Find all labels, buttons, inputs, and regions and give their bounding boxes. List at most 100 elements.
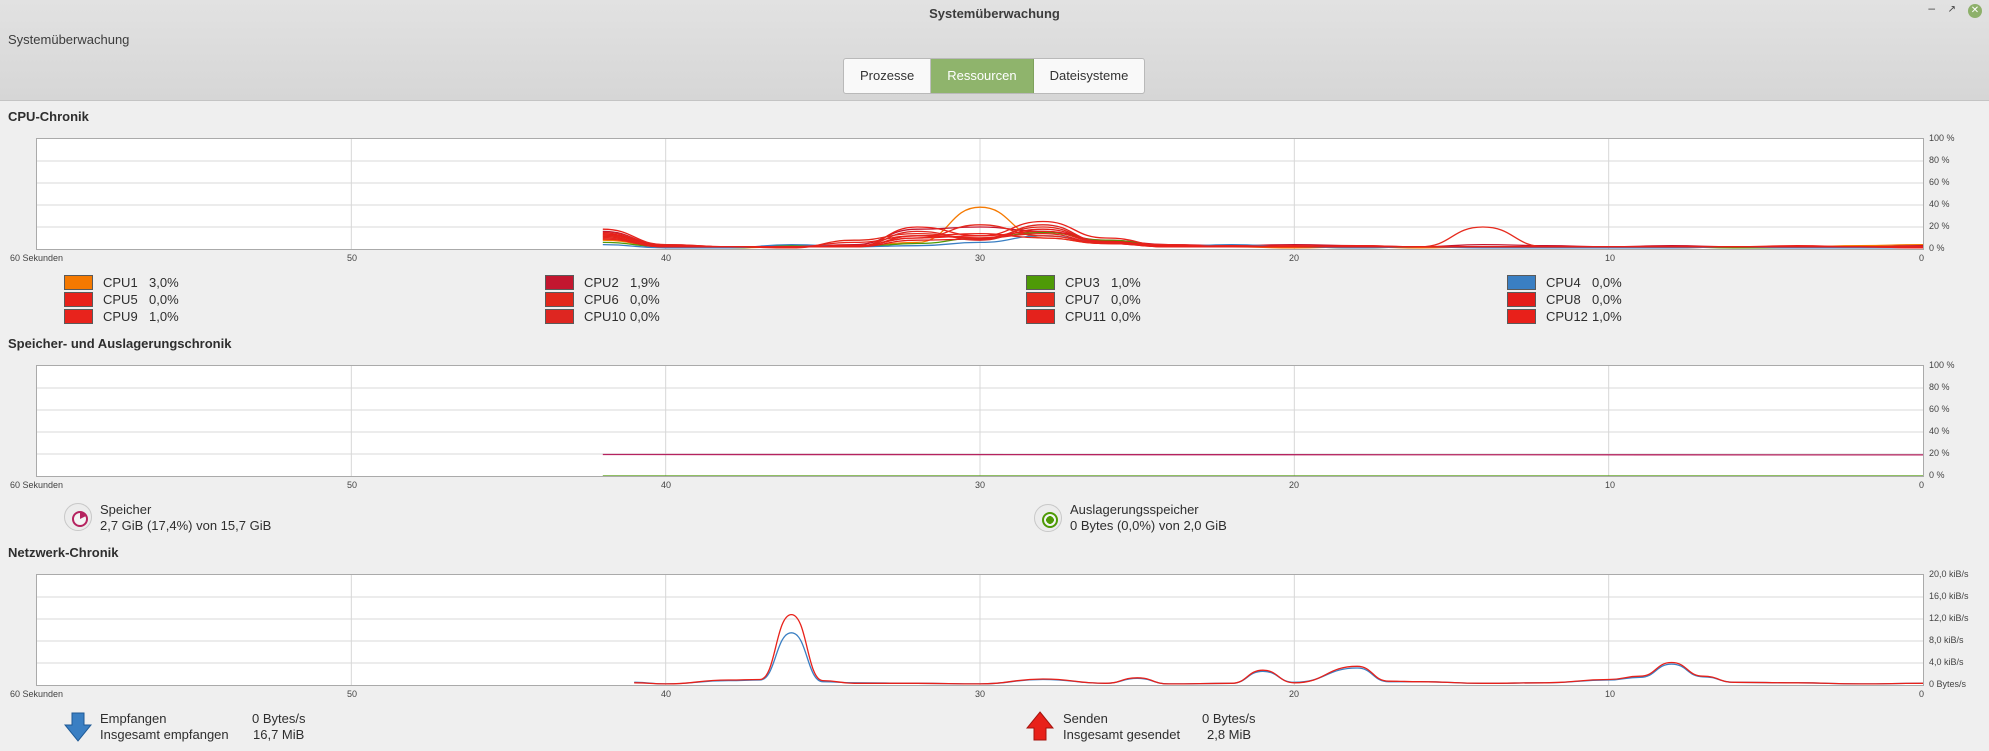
cpu-name: CPU5 bbox=[103, 292, 138, 307]
memory-y-tick: 40 % bbox=[1929, 426, 1950, 436]
cpu-series-cpu1 bbox=[602, 206, 1923, 249]
x-tick-label: 40 bbox=[661, 480, 672, 490]
cpu-value: 0,0% bbox=[630, 292, 660, 307]
swap-detail: 0 Bytes (0,0%) von 2,0 GiB bbox=[1070, 518, 1227, 533]
cpu-section-title: CPU-Chronik bbox=[8, 109, 89, 124]
cpu-name: CPU11 bbox=[1065, 309, 1106, 324]
color-swatch[interactable] bbox=[1026, 309, 1055, 324]
x-tick-label: 50 bbox=[347, 253, 358, 263]
app-name: Systemüberwachung bbox=[8, 32, 130, 47]
cpu-value: 0,0% bbox=[1111, 309, 1141, 324]
x-tick-label: 10 bbox=[1605, 253, 1616, 263]
network-series-senden bbox=[634, 613, 1923, 685]
network-section-title: Netzwerk-Chronik bbox=[8, 545, 119, 560]
swap-label: Auslagerungsspeicher bbox=[1070, 502, 1199, 517]
x-tick-label: 30 bbox=[975, 689, 986, 699]
network-y-tick: 20,0 kiB/s bbox=[1929, 569, 1969, 579]
x-tick-label: 20 bbox=[1289, 480, 1300, 490]
cpu-legend-item-cpu6: CPU6 0,0% bbox=[545, 292, 660, 307]
color-swatch[interactable] bbox=[1026, 275, 1055, 290]
memory-y-tick: 20 % bbox=[1929, 448, 1950, 458]
x-tick-label: 50 bbox=[347, 689, 358, 699]
cpu-name: CPU7 bbox=[1065, 292, 1100, 307]
tab-resources[interactable]: Ressourcen bbox=[931, 59, 1034, 93]
cpu-plot bbox=[37, 139, 1923, 249]
network-series-empfangen bbox=[634, 632, 1923, 685]
cpu-value: 0,0% bbox=[1111, 292, 1141, 307]
color-swatch[interactable] bbox=[1507, 309, 1536, 324]
network-y-tick: 0 Bytes/s bbox=[1929, 679, 1967, 689]
cpu-legend-item-cpu2: CPU2 1,9% bbox=[545, 275, 660, 290]
cpu-name: CPU1 bbox=[103, 275, 138, 290]
memory-label: Speicher bbox=[100, 502, 152, 517]
memory-pie-icon[interactable] bbox=[64, 503, 92, 531]
x-tick-label: 60 Sekunden bbox=[10, 253, 64, 263]
upload-arrow-icon[interactable] bbox=[1026, 711, 1054, 741]
x-tick-label: 20 bbox=[1289, 253, 1300, 263]
cpu-series-cpu5 bbox=[602, 220, 1923, 248]
cpu-value: 0,0% bbox=[630, 309, 660, 324]
x-tick-label: 60 Sekunden bbox=[10, 689, 64, 699]
cpu-value: 1,0% bbox=[1111, 275, 1141, 290]
swap-pie-icon[interactable] bbox=[1034, 504, 1062, 532]
received-label: Empfangen bbox=[100, 711, 167, 726]
x-tick-label: 30 bbox=[975, 480, 986, 490]
cpu-value: 0,0% bbox=[1592, 292, 1622, 307]
color-swatch[interactable] bbox=[545, 309, 574, 324]
cpu-legend-item-cpu11: CPU11 0,0% bbox=[1026, 309, 1141, 324]
received-total-label: Insgesamt empfangen bbox=[100, 727, 229, 742]
cpu-value: 0,0% bbox=[149, 292, 179, 307]
cpu-y-tick: 80 % bbox=[1929, 155, 1950, 165]
download-arrow-icon[interactable] bbox=[64, 712, 92, 742]
x-tick-label: 30 bbox=[975, 253, 986, 263]
color-swatch[interactable] bbox=[1507, 292, 1536, 307]
cpu-series-cpu12 bbox=[602, 230, 1923, 249]
cpu-legend-item-cpu3: CPU3 1,0% bbox=[1026, 275, 1141, 290]
cpu-y-tick: 60 % bbox=[1929, 177, 1950, 187]
sent-values: 0 Bytes/s 2,8 MiB bbox=[1202, 711, 1255, 743]
cpu-name: CPU8 bbox=[1546, 292, 1581, 307]
network-y-tick: 8,0 kiB/s bbox=[1929, 635, 1964, 645]
maximize-icon[interactable]: ↗ bbox=[1947, 4, 1956, 15]
color-swatch[interactable] bbox=[64, 275, 93, 290]
cpu-name: CPU12 bbox=[1546, 309, 1588, 324]
tab-processes[interactable]: Prozesse bbox=[844, 59, 932, 93]
cpu-name: CPU3 bbox=[1065, 275, 1100, 290]
cpu-legend-item-cpu4: CPU4 0,0% bbox=[1507, 275, 1622, 290]
color-swatch[interactable] bbox=[64, 309, 93, 324]
x-tick-label: 20 bbox=[1289, 689, 1300, 699]
cpu-history-graph bbox=[36, 138, 1924, 250]
window-title: Systemüberwachung bbox=[929, 6, 1060, 21]
network-y-tick: 16,0 kiB/s bbox=[1929, 591, 1969, 601]
x-tick-label: 0 bbox=[1919, 689, 1925, 699]
cpu-value: 3,0% bbox=[149, 275, 179, 290]
network-x-axis: 60 Sekunden 50 40 30 20 10 0 bbox=[0, 689, 1989, 701]
memory-section-title: Speicher- und Auslagerungschronik bbox=[8, 336, 232, 351]
swap-legend: Auslagerungsspeicher 0 Bytes (0,0%) von … bbox=[1070, 502, 1227, 534]
cpu-x-axis: 60 Sekunden 50 40 30 20 10 0 bbox=[0, 253, 1989, 265]
minimize-icon[interactable]: – bbox=[1928, 1, 1935, 15]
received-rate: 0 Bytes/s bbox=[252, 711, 306, 726]
sent-legend: Senden Insgesamt gesendet bbox=[1063, 711, 1180, 743]
color-swatch[interactable] bbox=[1026, 292, 1055, 307]
view-tabs: Prozesse Ressourcen Dateisysteme bbox=[843, 58, 1146, 94]
cpu-value: 1,9% bbox=[630, 275, 660, 290]
tab-filesystems[interactable]: Dateisysteme bbox=[1049, 68, 1129, 83]
cpu-legend-item-cpu7: CPU7 0,0% bbox=[1026, 292, 1141, 307]
cpu-name: CPU6 bbox=[584, 292, 619, 307]
color-swatch[interactable] bbox=[1507, 275, 1536, 290]
cpu-y-tick: 0 % bbox=[1929, 243, 1945, 253]
memory-y-tick: 100 % bbox=[1929, 360, 1955, 370]
memory-y-tick: 0 % bbox=[1929, 470, 1945, 480]
x-tick-label: 50 bbox=[347, 480, 358, 490]
close-icon[interactable]: ✕ bbox=[1968, 4, 1982, 18]
color-swatch[interactable] bbox=[64, 292, 93, 307]
x-tick-label: 40 bbox=[661, 689, 672, 699]
x-tick-label: 0 bbox=[1919, 480, 1925, 490]
cpu-legend-item-cpu8: CPU8 0,0% bbox=[1507, 292, 1622, 307]
color-swatch[interactable] bbox=[545, 275, 574, 290]
color-swatch[interactable] bbox=[545, 292, 574, 307]
cpu-legend-item-cpu10: CPU10 0,0% bbox=[545, 309, 660, 324]
x-tick-label: 40 bbox=[661, 253, 672, 263]
x-tick-label: 0 bbox=[1919, 253, 1925, 263]
